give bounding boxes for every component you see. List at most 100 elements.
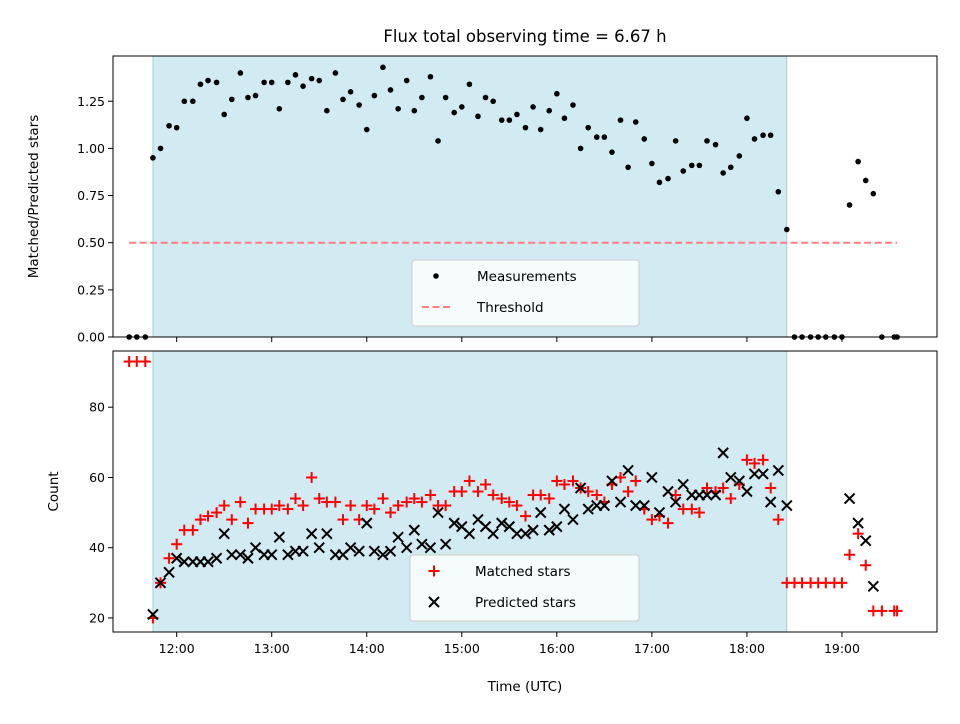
data-point <box>751 136 758 142</box>
marker-stroke <box>725 471 737 484</box>
marker-stroke <box>368 545 381 557</box>
data-point <box>558 503 571 515</box>
marker-stroke <box>598 499 611 512</box>
data-point <box>472 486 484 497</box>
data-point <box>748 468 761 480</box>
data-point <box>725 471 737 484</box>
data-point <box>725 493 737 505</box>
data-point <box>268 79 275 86</box>
marker-stroke <box>178 556 190 568</box>
marker-stroke <box>606 475 618 487</box>
data-point <box>876 605 888 617</box>
data-point <box>561 115 568 122</box>
data-point <box>741 454 753 466</box>
data-point <box>197 81 204 88</box>
data-point <box>653 506 666 519</box>
data-point <box>836 577 848 589</box>
data-point <box>530 104 536 110</box>
data-point <box>395 106 401 112</box>
data-point <box>439 538 452 550</box>
marker-stroke <box>772 464 784 477</box>
data-point <box>371 92 378 99</box>
legend-label: Predicted stars <box>475 595 576 611</box>
data-point <box>784 226 790 233</box>
data-point <box>368 503 380 515</box>
data-point <box>772 514 784 526</box>
marker-stroke <box>867 580 880 593</box>
data-point <box>451 109 457 116</box>
y-axis-label: Matched/Predicted stars <box>26 115 42 278</box>
data-point <box>744 115 750 122</box>
data-point <box>308 75 315 82</box>
data-point <box>537 126 544 133</box>
data-point <box>511 500 523 512</box>
data-point <box>688 162 695 169</box>
data-point <box>332 70 339 76</box>
data-point <box>852 517 864 529</box>
y-tick-label: 60 <box>89 470 105 485</box>
marker-stroke <box>147 608 159 621</box>
data-point <box>765 482 777 494</box>
marker-stroke <box>653 506 666 519</box>
data-point <box>218 500 230 512</box>
data-point <box>862 177 869 184</box>
marker-stroke <box>764 496 777 508</box>
data-point <box>733 475 746 487</box>
data-point <box>173 124 180 131</box>
data-point <box>867 580 880 593</box>
data-point <box>380 64 386 71</box>
data-point <box>226 514 238 526</box>
data-point <box>157 145 164 152</box>
data-point <box>458 104 465 110</box>
data-point <box>273 500 285 512</box>
data-point <box>432 506 444 519</box>
marker-stroke <box>266 549 278 561</box>
data-point <box>606 475 618 487</box>
data-point <box>503 496 515 508</box>
data-point <box>400 541 413 554</box>
data-point <box>147 608 159 621</box>
data-point <box>234 549 247 561</box>
marker-stroke <box>479 520 492 533</box>
data-point <box>535 489 547 501</box>
marker-stroke <box>384 545 397 557</box>
marker-stroke <box>242 552 254 564</box>
data-point <box>178 556 190 568</box>
y-tick-label: 20 <box>89 610 105 625</box>
data-point <box>843 492 856 505</box>
y-tick-label: 0.75 <box>77 188 105 203</box>
marker-stroke <box>313 541 325 554</box>
data-point <box>285 79 291 86</box>
marker-stroke <box>249 541 262 554</box>
marker-stroke <box>527 524 539 536</box>
data-point <box>205 77 211 84</box>
data-point <box>846 202 853 208</box>
data-point <box>480 478 492 490</box>
legend-box <box>411 259 640 327</box>
marker-stroke <box>273 531 286 543</box>
data-point <box>363 126 370 133</box>
data-point <box>577 145 584 152</box>
data-point <box>419 94 425 101</box>
data-point <box>617 117 624 123</box>
y-axis-label: Count <box>46 471 62 511</box>
data-point <box>210 552 223 564</box>
marker-stroke <box>534 506 547 519</box>
data-point <box>392 500 404 512</box>
data-point <box>139 356 151 368</box>
data-point <box>463 475 475 487</box>
data-point <box>289 493 301 505</box>
data-point <box>306 471 318 483</box>
data-point <box>297 500 309 512</box>
data-point <box>641 136 648 142</box>
data-point <box>242 517 254 529</box>
data-point <box>582 503 594 515</box>
marker-stroke <box>669 496 682 508</box>
data-point <box>764 496 777 508</box>
data-point <box>567 475 579 487</box>
data-point <box>237 70 244 76</box>
data-point <box>329 496 341 508</box>
marker-stroke <box>408 524 420 536</box>
data-point <box>387 87 394 93</box>
data-point <box>534 506 547 519</box>
